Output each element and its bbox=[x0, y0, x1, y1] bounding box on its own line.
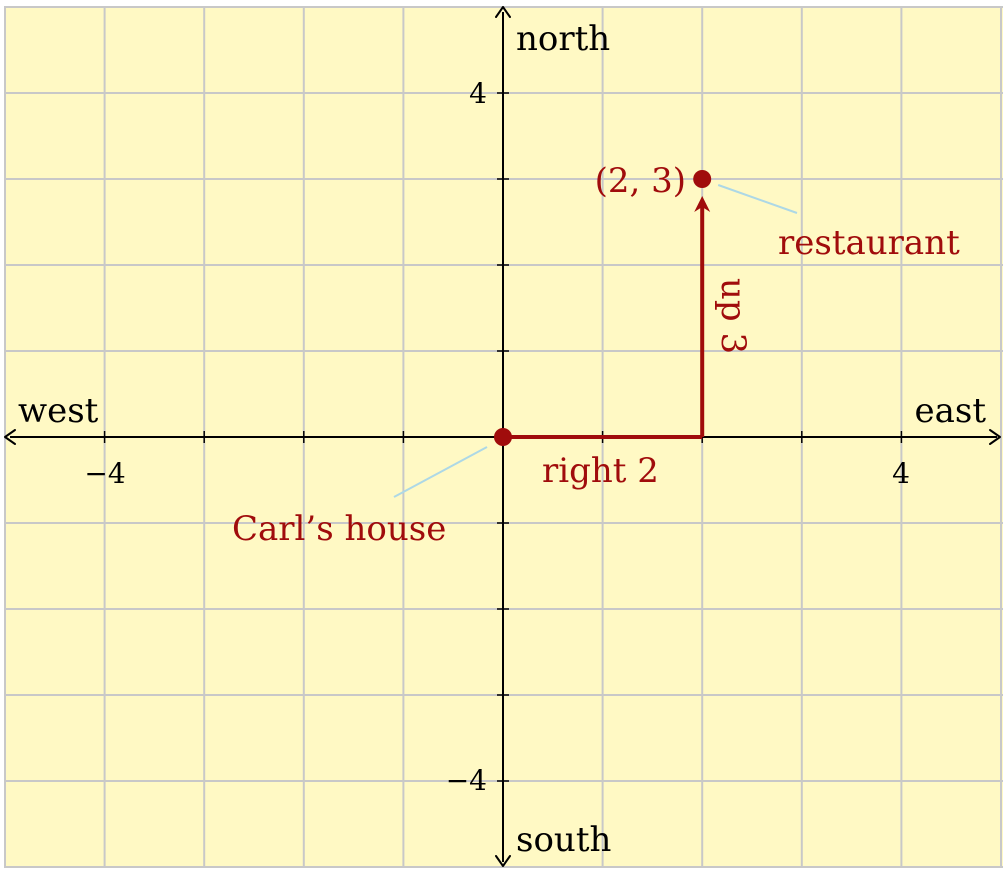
x-tick-label-4: 4 bbox=[892, 457, 910, 490]
x-axis-arrow-west bbox=[4, 429, 16, 445]
y-axis-arrow-north bbox=[495, 6, 511, 18]
north-label: north bbox=[516, 19, 610, 59]
x-axis-arrow-east bbox=[989, 429, 1001, 445]
south-label: south bbox=[516, 820, 611, 860]
path-up-arrowhead bbox=[694, 196, 711, 212]
restaurant-label: restaurant bbox=[778, 223, 960, 263]
y-tick-label-neg4: −4 bbox=[446, 764, 487, 797]
carls-house-point bbox=[494, 428, 512, 446]
west-label: west bbox=[18, 391, 99, 431]
x-tick-label-neg4: −4 bbox=[84, 457, 125, 490]
restaurant-coord-label: (2, 3) bbox=[595, 161, 686, 201]
y-tick-label-4: 4 bbox=[469, 77, 487, 110]
carls-house-label: Carl’s house bbox=[232, 509, 446, 549]
restaurant-leader-line bbox=[717, 184, 798, 214]
y-axis-arrow-south bbox=[495, 855, 511, 867]
carls-house-leader-line bbox=[393, 446, 488, 498]
restaurant-point bbox=[693, 170, 712, 188]
right-2-label: right 2 bbox=[542, 451, 659, 491]
up-3-label: up 3 bbox=[713, 278, 753, 354]
east-label: east bbox=[914, 391, 986, 431]
